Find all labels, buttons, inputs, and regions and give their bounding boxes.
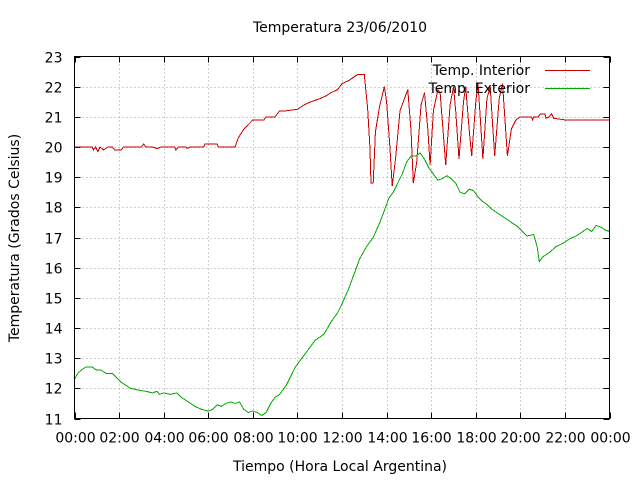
- x-tick-label: 08:00: [233, 431, 273, 447]
- series-lines: [74, 74, 610, 417]
- y-tick-label: 19: [45, 171, 63, 187]
- x-tick-label: 12:00: [322, 431, 362, 447]
- plot-frame: [74, 56, 610, 419]
- x-tick-label: 06:00: [188, 431, 228, 447]
- x-tick-label: 10:00: [277, 431, 317, 447]
- y-tick-label: 14: [45, 322, 63, 338]
- y-tick-label: 11: [45, 413, 63, 429]
- x-tick-label: 14:00: [367, 431, 407, 447]
- x-tick-label: 16:00: [411, 431, 451, 447]
- y-tick-label: 20: [45, 141, 63, 157]
- y-tick-label: 22: [45, 81, 63, 97]
- chart-title: Temperatura 23/06/2010: [252, 20, 427, 36]
- x-tick-label: 20:00: [500, 431, 540, 447]
- legend: Temp. Interior Temp. Exterior: [428, 63, 590, 97]
- x-axis-label: Tiempo (Hora Local Argentina): [232, 459, 447, 475]
- series-line-exterior: [74, 152, 610, 417]
- y-axis-label: Temperatura (Grados Celsius): [7, 134, 23, 343]
- axis-ticks: [74, 56, 611, 420]
- grid-lines: [74, 56, 610, 419]
- x-tick-label: 00:00: [590, 431, 630, 447]
- x-tick-label: 02:00: [99, 431, 139, 447]
- y-tick-label: 17: [45, 232, 63, 248]
- series-line-interior: [74, 74, 610, 187]
- y-tick-label: 21: [45, 111, 63, 127]
- legend-label: Temp. Exterior: [428, 81, 531, 97]
- x-tick-label: 00:00: [55, 431, 95, 447]
- y-tick-label: 23: [45, 51, 63, 67]
- y-tick-label: 15: [45, 292, 63, 308]
- x-tick-label: 22:00: [545, 431, 585, 447]
- y-tick-label: 13: [45, 352, 63, 368]
- legend-label: Temp. Interior: [432, 63, 531, 79]
- x-tick-label: 18:00: [456, 431, 496, 447]
- y-tick-label: 12: [45, 382, 63, 398]
- y-tick-label: 16: [45, 262, 63, 278]
- y-tick-label: 18: [45, 201, 63, 217]
- x-tick-label: 04:00: [144, 431, 184, 447]
